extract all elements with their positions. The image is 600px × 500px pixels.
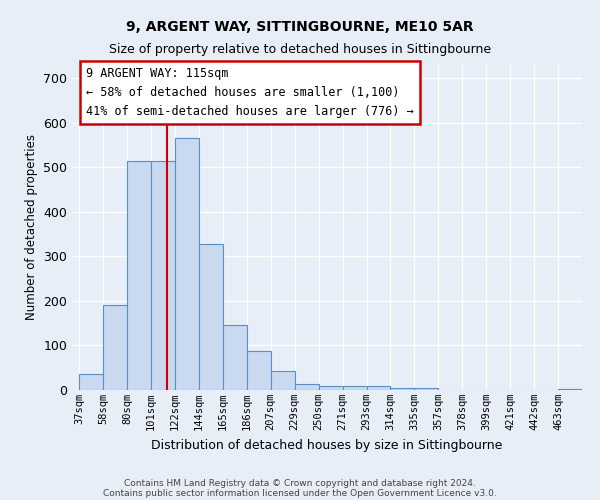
Bar [367,386,391,390]
Text: Contains public sector information licensed under the Open Government Licence v3: Contains public sector information licen… [103,488,497,498]
Bar [247,351,271,390]
X-axis label: Distribution of detached houses by size in Sittingbourne: Distribution of detached houses by size … [151,438,503,452]
Text: 9, ARGENT WAY, SITTINGBOURNE, ME10 5AR: 9, ARGENT WAY, SITTINGBOURNE, ME10 5AR [126,20,474,34]
Bar [343,386,367,390]
Bar [271,372,295,390]
Bar [415,388,439,390]
Bar [558,389,582,390]
Y-axis label: Number of detached properties: Number of detached properties [25,134,38,320]
Text: 9 ARGENT WAY: 115sqm
← 58% of detached houses are smaller (1,100)
41% of semi-de: 9 ARGENT WAY: 115sqm ← 58% of detached h… [86,67,414,118]
Bar [151,160,175,390]
Bar [199,244,223,390]
Bar [103,306,127,390]
Bar [127,160,151,390]
Bar [319,386,343,390]
Bar [223,326,247,390]
Text: Contains HM Land Registry data © Crown copyright and database right 2024.: Contains HM Land Registry data © Crown c… [124,478,476,488]
Text: Size of property relative to detached houses in Sittingbourne: Size of property relative to detached ho… [109,42,491,56]
Bar [79,374,103,390]
Bar [295,384,319,390]
Bar [391,388,415,390]
Bar [175,138,199,390]
